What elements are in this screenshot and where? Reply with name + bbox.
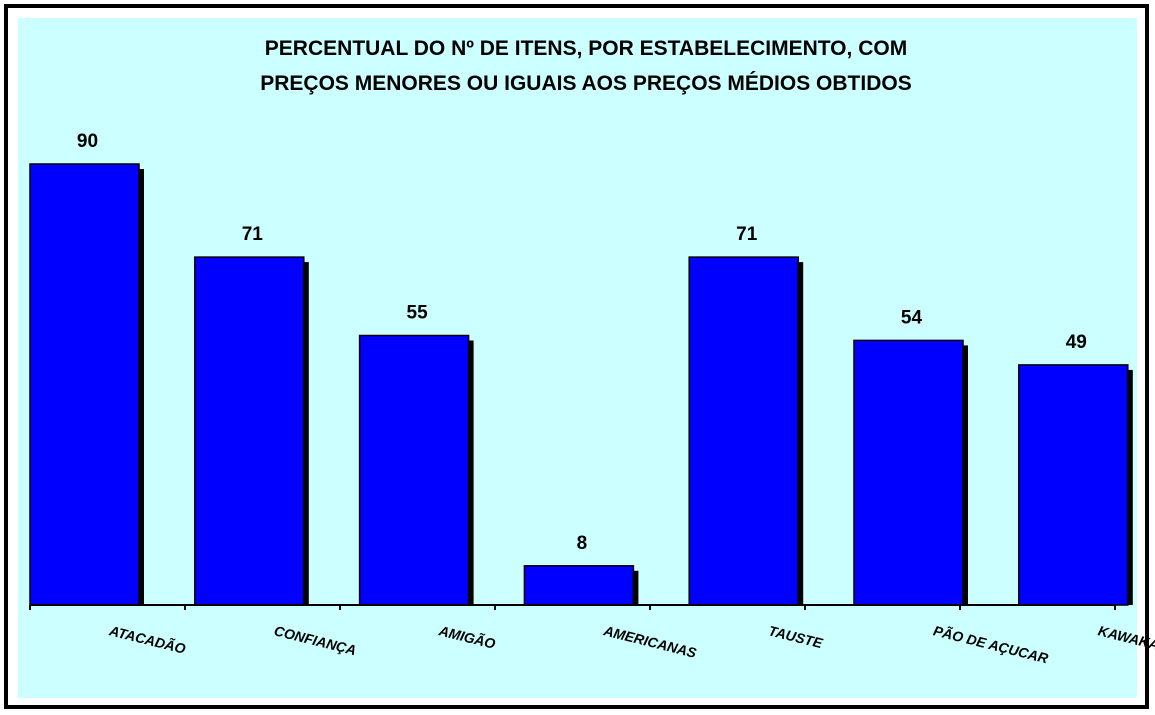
value-label: 54 bbox=[901, 307, 923, 328]
bar bbox=[523, 565, 635, 606]
bar bbox=[853, 339, 964, 606]
value-label: 71 bbox=[242, 224, 264, 245]
bar bbox=[688, 256, 799, 606]
chart-title-line-2: PREÇOS MENORES OU IGUAIS AOS PREÇOS MÉDI… bbox=[260, 72, 911, 95]
chart-title-line-1: PERCENTUAL DO Nº DE ITENS, POR ESTABELEC… bbox=[265, 37, 907, 60]
value-label: 8 bbox=[577, 533, 588, 554]
bar bbox=[194, 256, 305, 606]
value-label: 90 bbox=[77, 131, 98, 152]
bar bbox=[1018, 364, 1129, 606]
bar bbox=[29, 163, 140, 606]
bars-group bbox=[29, 163, 1133, 606]
value-label: 71 bbox=[736, 224, 758, 245]
value-label: 49 bbox=[1066, 332, 1087, 353]
bar bbox=[358, 334, 470, 606]
x-axis bbox=[29, 604, 1116, 610]
value-label: 55 bbox=[407, 303, 429, 324]
value-labels-group: 90 71 55 8 71 54 49 bbox=[77, 131, 1087, 554]
